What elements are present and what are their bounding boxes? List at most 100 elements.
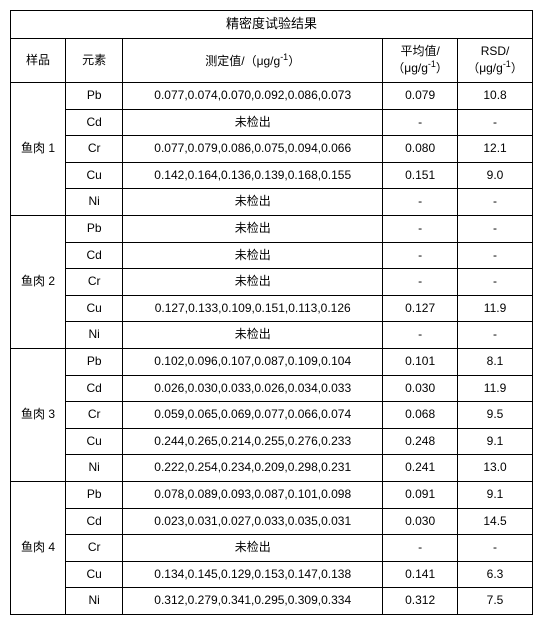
table-row: Cr0.077,0.079,0.086,0.075,0.094,0.0660.0… xyxy=(11,136,533,163)
table-title: 精密度试验结果 xyxy=(11,11,533,39)
values-cell: 未检出 xyxy=(123,109,383,136)
element-cell: Ni xyxy=(66,455,123,482)
header-element: 元素 xyxy=(66,38,123,82)
precision-results-table: 精密度试验结果 样品 元素 测定值/（μg/g-1） 平均值/（μg/g-1） … xyxy=(10,10,533,615)
table-row: Cd未检出-- xyxy=(11,242,533,269)
element-cell: Ni xyxy=(66,189,123,216)
values-cell: 未检出 xyxy=(123,189,383,216)
table-row: Cu0.134,0.145,0.129,0.153,0.147,0.1380.1… xyxy=(11,561,533,588)
rsd-cell: - xyxy=(458,242,533,269)
values-cell: 未检出 xyxy=(123,535,383,562)
avg-cell: - xyxy=(383,189,458,216)
avg-cell: - xyxy=(383,242,458,269)
avg-cell: 0.127 xyxy=(383,295,458,322)
rsd-cell: - xyxy=(458,109,533,136)
element-cell: Cr xyxy=(66,136,123,163)
table-row: Ni未检出-- xyxy=(11,322,533,349)
header-values: 测定值/（μg/g-1） xyxy=(123,38,383,82)
table-row: Cu0.127,0.133,0.109,0.151,0.113,0.1260.1… xyxy=(11,295,533,322)
values-cell: 0.222,0.254,0.234,0.209,0.298,0.231 xyxy=(123,455,383,482)
rsd-cell: 14.5 xyxy=(458,508,533,535)
avg-cell: 0.241 xyxy=(383,455,458,482)
avg-cell: 0.091 xyxy=(383,481,458,508)
rsd-cell: 7.5 xyxy=(458,588,533,615)
rsd-cell: 10.8 xyxy=(458,83,533,110)
rsd-cell: 11.9 xyxy=(458,295,533,322)
values-cell: 0.134,0.145,0.129,0.153,0.147,0.138 xyxy=(123,561,383,588)
header-sample: 样品 xyxy=(11,38,66,82)
table-row: Cu0.142,0.164,0.136,0.139,0.168,0.1550.1… xyxy=(11,162,533,189)
table-row: Ni0.222,0.254,0.234,0.209,0.298,0.2310.2… xyxy=(11,455,533,482)
table-row: 鱼肉 4Pb0.078,0.089,0.093,0.087,0.101,0.09… xyxy=(11,481,533,508)
element-cell: Cd xyxy=(66,109,123,136)
header-avg: 平均值/（μg/g-1） xyxy=(383,38,458,82)
avg-cell: 0.312 xyxy=(383,588,458,615)
avg-cell: - xyxy=(383,535,458,562)
values-cell: 未检出 xyxy=(123,216,383,243)
element-cell: Pb xyxy=(66,216,123,243)
element-cell: Cd xyxy=(66,508,123,535)
rsd-cell: 9.0 xyxy=(458,162,533,189)
element-cell: Cu xyxy=(66,295,123,322)
table-row: Cd未检出-- xyxy=(11,109,533,136)
element-cell: Cu xyxy=(66,428,123,455)
values-cell: 未检出 xyxy=(123,242,383,269)
values-cell: 0.078,0.089,0.093,0.087,0.101,0.098 xyxy=(123,481,383,508)
element-cell: Cu xyxy=(66,561,123,588)
rsd-cell: 9.1 xyxy=(458,428,533,455)
values-cell: 0.102,0.096,0.107,0.087,0.109,0.104 xyxy=(123,349,383,376)
avg-cell: 0.030 xyxy=(383,508,458,535)
rsd-cell: - xyxy=(458,322,533,349)
rsd-cell: 13.0 xyxy=(458,455,533,482)
avg-cell: - xyxy=(383,322,458,349)
rsd-cell: - xyxy=(458,535,533,562)
table-title-row: 精密度试验结果 xyxy=(11,11,533,39)
avg-cell: - xyxy=(383,216,458,243)
values-cell: 0.312,0.279,0.341,0.295,0.309,0.334 xyxy=(123,588,383,615)
element-cell: Cr xyxy=(66,535,123,562)
values-cell: 0.142,0.164,0.136,0.139,0.168,0.155 xyxy=(123,162,383,189)
avg-cell: 0.079 xyxy=(383,83,458,110)
element-cell: Pb xyxy=(66,349,123,376)
sample-cell: 鱼肉 3 xyxy=(11,349,66,482)
element-cell: Pb xyxy=(66,481,123,508)
values-cell: 0.023,0.031,0.027,0.033,0.035,0.031 xyxy=(123,508,383,535)
element-cell: Cr xyxy=(66,269,123,296)
header-rsd: RSD/（μg/g-1） xyxy=(458,38,533,82)
avg-cell: 0.030 xyxy=(383,375,458,402)
element-cell: Cr xyxy=(66,402,123,429)
table-row: Ni未检出-- xyxy=(11,189,533,216)
table-row: Cr未检出-- xyxy=(11,535,533,562)
table-row: Cu0.244,0.265,0.214,0.255,0.276,0.2330.2… xyxy=(11,428,533,455)
values-cell: 0.244,0.265,0.214,0.255,0.276,0.233 xyxy=(123,428,383,455)
table-row: 鱼肉 2Pb未检出-- xyxy=(11,216,533,243)
rsd-cell: - xyxy=(458,216,533,243)
avg-cell: 0.248 xyxy=(383,428,458,455)
rsd-cell: - xyxy=(458,269,533,296)
rsd-cell: 8.1 xyxy=(458,349,533,376)
values-cell: 0.127,0.133,0.109,0.151,0.113,0.126 xyxy=(123,295,383,322)
values-cell: 0.077,0.079,0.086,0.075,0.094,0.066 xyxy=(123,136,383,163)
sample-cell: 鱼肉 2 xyxy=(11,216,66,349)
table-row: 鱼肉 3Pb0.102,0.096,0.107,0.087,0.109,0.10… xyxy=(11,349,533,376)
table-row: Ni0.312,0.279,0.341,0.295,0.309,0.3340.3… xyxy=(11,588,533,615)
element-cell: Ni xyxy=(66,322,123,349)
values-cell: 0.026,0.030,0.033,0.026,0.034,0.033 xyxy=(123,375,383,402)
values-cell: 未检出 xyxy=(123,322,383,349)
avg-cell: 0.080 xyxy=(383,136,458,163)
table-header-row: 样品 元素 测定值/（μg/g-1） 平均值/（μg/g-1） RSD/（μg/… xyxy=(11,38,533,82)
table-row: 鱼肉 1Pb0.077,0.074,0.070,0.092,0.086,0.07… xyxy=(11,83,533,110)
rsd-cell: 6.3 xyxy=(458,561,533,588)
element-cell: Cu xyxy=(66,162,123,189)
element-cell: Ni xyxy=(66,588,123,615)
table-row: Cd0.023,0.031,0.027,0.033,0.035,0.0310.0… xyxy=(11,508,533,535)
element-cell: Cd xyxy=(66,242,123,269)
sample-cell: 鱼肉 4 xyxy=(11,481,66,614)
avg-cell: - xyxy=(383,109,458,136)
values-cell: 0.059,0.065,0.069,0.077,0.066,0.074 xyxy=(123,402,383,429)
rsd-cell: - xyxy=(458,189,533,216)
values-cell: 0.077,0.074,0.070,0.092,0.086,0.073 xyxy=(123,83,383,110)
rsd-cell: 9.5 xyxy=(458,402,533,429)
table-row: Cr0.059,0.065,0.069,0.077,0.066,0.0740.0… xyxy=(11,402,533,429)
values-cell: 未检出 xyxy=(123,269,383,296)
